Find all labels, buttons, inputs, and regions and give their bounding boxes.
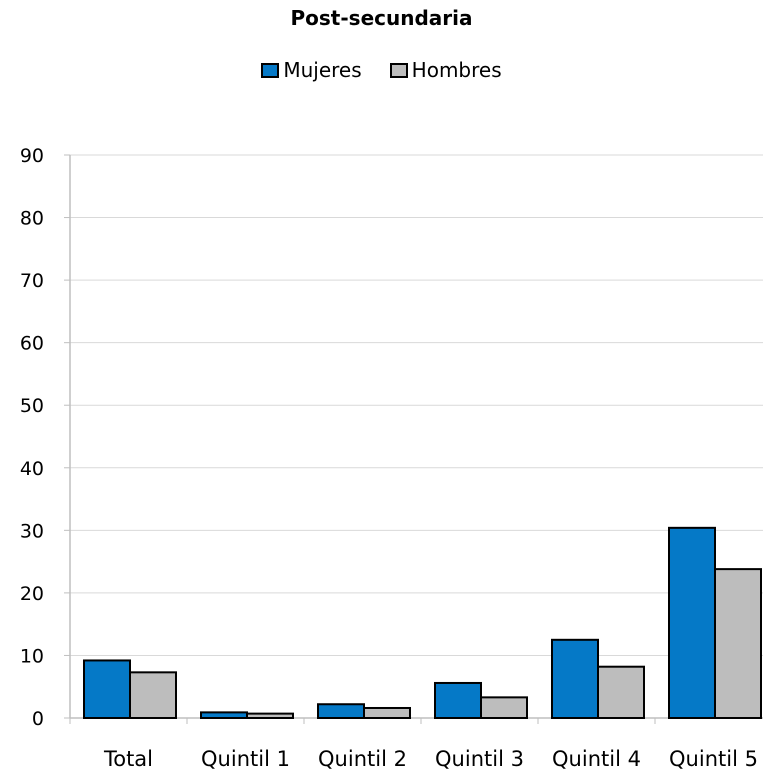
x-tick-label: Total (103, 747, 153, 770)
y-tick-label: 50 (20, 395, 44, 417)
legend-label-hombres: Hombres (411, 58, 502, 82)
y-tick-label: 20 (20, 583, 44, 605)
bar-mujeres-quintil-5 (668, 526, 716, 719)
bar-hombres-quintil-2 (363, 706, 411, 719)
y-tick-label: 80 (20, 208, 44, 230)
bar-mujeres-quintil-1 (200, 711, 248, 719)
bar-mujeres-quintil-4 (551, 638, 599, 719)
x-tick-label: Quintil 4 (552, 747, 641, 770)
x-tick-label: Quintil 5 (669, 747, 758, 770)
bar-mujeres-quintil-2 (317, 703, 365, 720)
legend-swatch-hombres (389, 62, 408, 78)
legend-item-hombres: Hombres (389, 58, 502, 82)
bar-hombres-quintil-5 (714, 568, 762, 720)
x-tick-label: Quintil 3 (435, 747, 524, 770)
bar-hombres-quintil-3 (480, 696, 528, 720)
chart-title: Post-secundaria (290, 6, 473, 30)
bar-hombres-quintil-4 (597, 665, 645, 720)
legend-swatch-mujeres (261, 62, 280, 78)
x-tick-label: Quintil 1 (201, 747, 290, 770)
y-tick-label: 30 (20, 520, 44, 542)
y-tick-label: 60 (20, 333, 44, 355)
bar-mujeres-total (83, 659, 131, 720)
bar-mujeres-quintil-3 (434, 681, 482, 719)
y-tick-label: 40 (20, 458, 44, 480)
x-tick-label: Quintil 2 (318, 747, 407, 770)
y-tick-label: 10 (20, 645, 44, 667)
legend-label-mujeres: Mujeres (283, 58, 362, 82)
bar-hombres-total (129, 671, 177, 720)
y-tick-label: 0 (32, 708, 44, 730)
y-tick-label: 70 (20, 270, 44, 292)
bar-hombres-quintil-1 (246, 712, 294, 719)
y-tick-label: 90 (20, 145, 44, 167)
legend-item-mujeres: Mujeres (261, 58, 362, 82)
chart-legend: Mujeres Hombres (0, 58, 763, 82)
